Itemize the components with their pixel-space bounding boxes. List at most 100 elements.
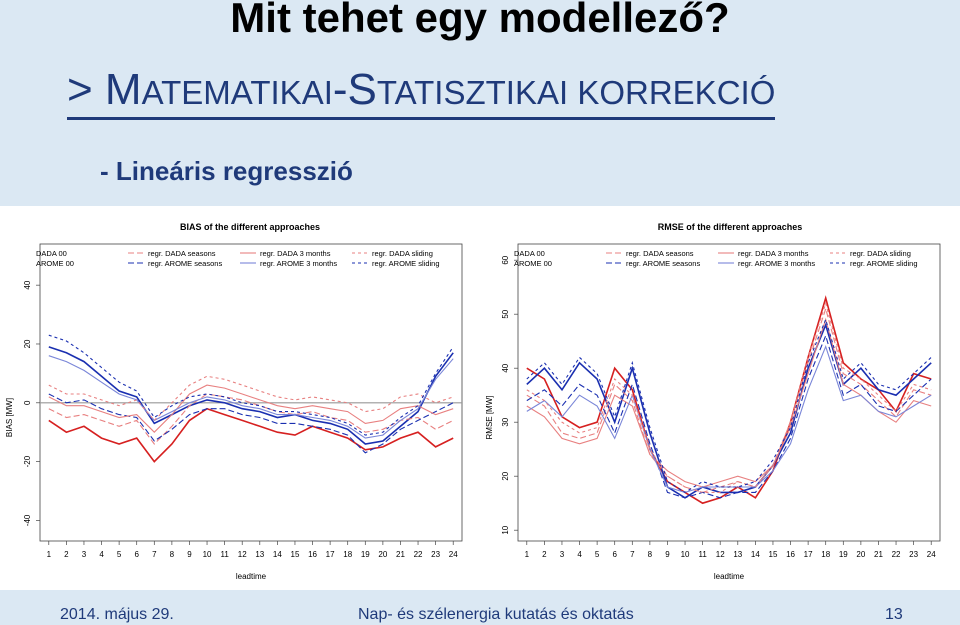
series-line	[48, 407, 454, 463]
subtitle-dash: -S	[332, 65, 377, 114]
x-tick-label: 5	[595, 550, 600, 559]
y-tick-label: -40	[23, 514, 32, 526]
legend-label: regr. AROME sliding	[372, 259, 440, 268]
x-tick-label: 19	[361, 550, 370, 559]
x-tick-label: 5	[117, 550, 122, 559]
x-tick-label: 1	[525, 550, 530, 559]
x-tick-label: 18	[343, 550, 352, 559]
slide-subtitle: > MATEMATIKAI-STATISZTIKAI KORREKCIÓ	[67, 65, 776, 120]
y-tick-label: 40	[501, 363, 510, 372]
x-tick-label: 8	[648, 550, 653, 559]
x-axis-label: leadtime	[714, 572, 745, 581]
x-tick-label: 12	[716, 550, 725, 559]
x-tick-label: 12	[238, 550, 247, 559]
x-tick-label: 1	[47, 550, 52, 559]
bullet-text: - Lineáris regresszió	[100, 156, 353, 186]
x-tick-label: 18	[821, 550, 830, 559]
x-tick-label: 20	[856, 550, 865, 559]
x-tick-label: 11	[698, 550, 707, 559]
legend-label: DADA 00	[36, 249, 67, 258]
subtitle-prefix: > M	[67, 65, 142, 114]
x-tick-label: 3	[82, 550, 87, 559]
plot-frame	[39, 243, 463, 542]
x-tick-label: 2	[542, 550, 547, 559]
x-tick-label: 13	[255, 550, 264, 559]
x-tick-label: 13	[733, 550, 742, 559]
series-line	[526, 322, 932, 499]
x-tick-label: 23	[431, 550, 440, 559]
charts-image: BIAS of the different approaches 1 2 3 4 5 6 7 8…	[0, 206, 960, 590]
chart-title: BIAS of the different approaches	[180, 222, 320, 232]
x-tick-label: 11	[220, 550, 229, 559]
legend-label: regr. AROME seasons	[626, 259, 700, 268]
x-tick-label: 16	[308, 550, 317, 559]
y-tick-label: 10	[501, 525, 510, 534]
series-line	[526, 345, 932, 493]
x-tick-label: 24	[449, 550, 458, 559]
footer-center: Nap- és szélenergia kutatás és oktatás	[358, 606, 634, 623]
legend-label: regr. AROME 3 months	[738, 259, 815, 268]
chart-title: RMSE of the different approaches	[658, 222, 803, 232]
y-tick-label: 0	[23, 400, 32, 405]
legend-label: AROME 00	[514, 259, 552, 268]
x-tick-label: 22	[892, 550, 901, 559]
x-tick-label: 8	[170, 550, 175, 559]
x-tick-label: 2	[64, 550, 69, 559]
slide-footer: 2014. május 29. Nap- és szélenergia kuta…	[0, 600, 960, 625]
y-axis-label: RMSE [MW]	[485, 396, 494, 440]
x-tick-label: 20	[378, 550, 387, 559]
legend-label: regr. DADA sliding	[372, 249, 433, 258]
x-tick-label: 4	[99, 550, 104, 559]
series-line	[48, 393, 454, 445]
x-tick-label: 10	[681, 550, 690, 559]
x-tick-label: 15	[291, 550, 300, 559]
x-tick-label: 22	[414, 550, 423, 559]
series-line	[48, 375, 454, 422]
legend-label: DADA 00	[514, 249, 545, 258]
y-tick-label: 40	[23, 280, 32, 289]
x-tick-label: 10	[203, 550, 212, 559]
x-tick-label: 6	[134, 550, 139, 559]
plot-frame	[517, 243, 941, 542]
x-tick-label: 21	[874, 550, 883, 559]
y-tick-label: 30	[501, 417, 510, 426]
y-tick-label: 20	[501, 471, 510, 480]
x-tick-label: 17	[804, 550, 813, 559]
x-tick-label: 19	[839, 550, 848, 559]
subtitle-part1: ATEMATIKAI	[141, 74, 333, 111]
series-line	[526, 301, 932, 493]
footer-page-number: 13	[885, 606, 903, 623]
slide-title: Mit tehet egy modellező?	[230, 0, 730, 41]
x-tick-label: 24	[927, 550, 936, 559]
legend-label: AROME 00	[36, 259, 74, 268]
x-tick-label: 14	[273, 550, 282, 559]
x-tick-label: 3	[560, 550, 565, 559]
x-tick-label: 7	[630, 550, 635, 559]
x-tick-label: 9	[187, 550, 192, 559]
x-tick-label: 17	[326, 550, 335, 559]
subtitle-part2: TATISZTIKAI KORREKCIÓ	[376, 74, 776, 111]
x-tick-label: 7	[152, 550, 157, 559]
x-tick-label: 6	[612, 550, 617, 559]
y-tick-label: 60	[501, 255, 510, 264]
y-tick-label: 20	[23, 339, 32, 348]
x-tick-label: 16	[786, 550, 795, 559]
series-line	[48, 393, 454, 454]
legend-label: regr. DADA seasons	[626, 249, 694, 258]
series-line	[48, 384, 454, 433]
x-tick-label: 23	[909, 550, 918, 559]
series-line	[48, 355, 454, 439]
series-line	[526, 306, 932, 493]
legend-label: regr. DADA seasons	[148, 249, 216, 258]
x-axis-label: leadtime	[236, 572, 267, 581]
footer-date: 2014. május 29.	[60, 606, 174, 623]
legend-label: regr. DADA 3 months	[738, 249, 809, 258]
x-tick-label: 9	[665, 550, 670, 559]
legend-label: regr. AROME sliding	[850, 259, 918, 268]
x-tick-label: 4	[577, 550, 582, 559]
y-tick-label: 50	[501, 309, 510, 318]
x-tick-label: 15	[769, 550, 778, 559]
legend-label: regr. AROME 3 months	[260, 259, 337, 268]
y-axis-label: BIAS [MW]	[5, 398, 14, 437]
